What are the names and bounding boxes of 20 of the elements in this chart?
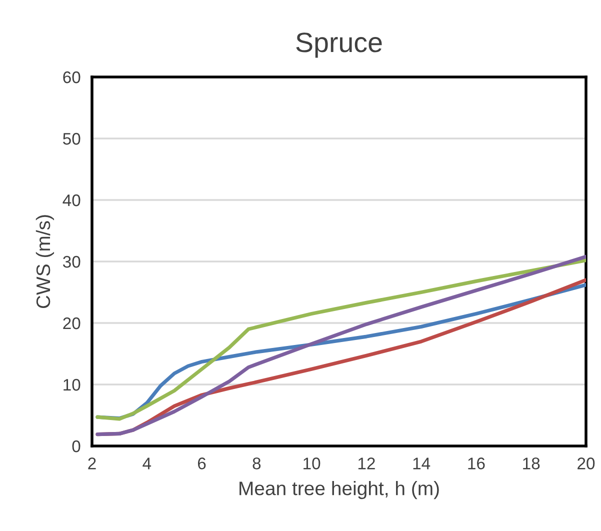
y-tick-label: 30	[62, 256, 80, 268]
x-tick-label: 20	[578, 458, 595, 470]
y-tick-label: 60	[63, 71, 80, 84]
y-tick-label: 10	[64, 378, 80, 391]
y-tick-label: 50	[63, 132, 80, 145]
x-tick-label: 12	[358, 458, 375, 470]
y-tick-label: 20	[63, 317, 80, 330]
x-tick-label: 18	[523, 458, 540, 470]
y-tick-label: 40	[62, 194, 80, 206]
chart-title: Spruce	[296, 32, 382, 58]
x-tick-label: 6	[198, 458, 206, 470]
x-axis-title: Mean tree height, h (m)	[240, 480, 439, 500]
x-tick-label: 10	[304, 458, 320, 470]
y-tick-label: 0	[72, 440, 80, 452]
y-axis-title: CWS (m/s)	[36, 215, 54, 308]
x-tick-label: 16	[468, 458, 485, 470]
x-tick-label: 8	[252, 458, 261, 470]
x-tick-label: 14	[413, 458, 430, 470]
x-tick-label: 2	[88, 458, 96, 470]
x-tick-label: 4	[142, 458, 152, 470]
